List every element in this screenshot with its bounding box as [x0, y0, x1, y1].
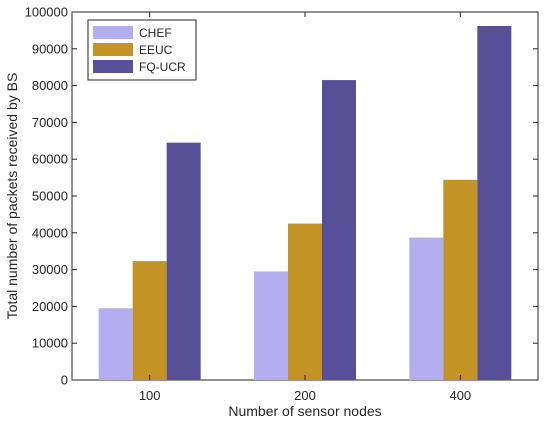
y-tick-label: 40000 — [32, 225, 68, 240]
legend-label-eeuc: EEUC — [139, 43, 173, 57]
y-tick-label: 60000 — [32, 152, 68, 167]
y-tick-label: 10000 — [32, 336, 68, 351]
bar-chef-400 — [409, 237, 444, 380]
legend-label-fq-ucr: FQ-UCR — [139, 60, 186, 74]
bar-eeuc-400 — [443, 179, 478, 380]
y-tick-label: 0 — [61, 373, 68, 388]
bar-chef-200 — [254, 271, 288, 380]
bar-eeuc-200 — [288, 223, 322, 380]
bar-eeuc-100 — [132, 261, 167, 380]
x-tick-label: 400 — [449, 388, 471, 403]
bar-fq-ucr-400 — [477, 25, 512, 380]
x-ticks-group: 100 200 400 — [139, 12, 471, 403]
y-tick-label: 20000 — [32, 299, 68, 314]
x-axis-label: Number of sensor nodes — [228, 403, 381, 419]
y-tick-label: 90000 — [32, 41, 68, 56]
legend: CHEF EEUC FQ-UCR — [87, 19, 197, 81]
y-tick-label: 50000 — [32, 189, 68, 204]
bar-chef-100 — [98, 308, 133, 380]
legend-swatch-chef — [93, 26, 133, 39]
y-tick-label: 30000 — [32, 262, 68, 277]
legend-swatch-eeuc — [93, 43, 133, 56]
x-tick-label: 200 — [294, 388, 316, 403]
y-tick-label: 80000 — [32, 78, 68, 93]
y-ticks-group: 0 10000 20000 30000 40000 50000 60000 70000 8000… — [25, 5, 538, 388]
x-tick-label: 100 — [139, 388, 161, 403]
y-tick-label: 70000 — [32, 115, 68, 130]
y-tick-label: 100000 — [25, 5, 68, 20]
legend-label-chef: CHEF — [139, 26, 172, 40]
y-axis-label: Total number of packets received by BS — [4, 73, 20, 320]
legend-swatch-fq-ucr — [93, 60, 133, 73]
bars-group — [98, 25, 512, 380]
bar-fq-ucr-200 — [322, 80, 356, 380]
bar-fq-ucr-100 — [166, 142, 201, 380]
